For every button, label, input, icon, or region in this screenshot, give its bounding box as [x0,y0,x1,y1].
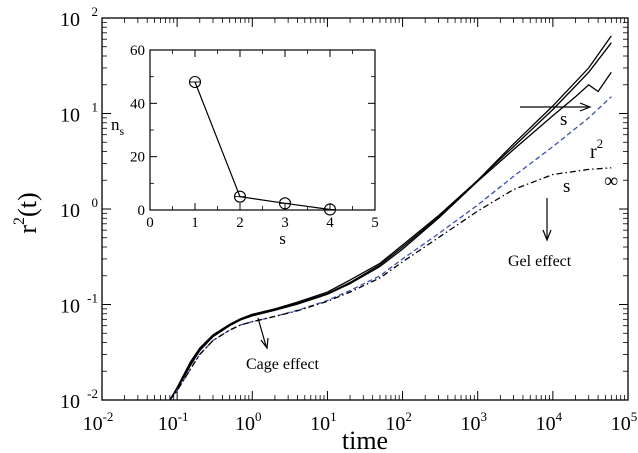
x-tick-label: 103 [460,409,487,435]
series-line-2 [169,42,612,401]
r2-label: r2 [590,136,603,163]
series-line-3 [169,71,612,401]
infinity-label: ∞ [604,170,618,192]
y-tick-label-exp: 2 [92,4,99,19]
x-tick-label: 100 [235,409,261,435]
x-tick-label: 10-2 [83,409,114,435]
inset-y-tick-label: 0 [138,203,146,219]
x-axis-label: time [342,426,388,453]
y-tick-label-exp: 0 [92,195,99,210]
s-label: s [560,109,567,130]
y-tick-label: 10 [60,296,80,318]
y-axis-label: r2(t) [11,192,42,233]
inset-y-tick-label: 40 [130,96,145,112]
arrow-gel-head [542,229,552,242]
inset-y-tick-label: 60 [130,43,145,59]
series-line-5 [169,167,612,401]
x-tick-label: 102 [385,409,412,435]
y-tick-label-exp: 1 [92,100,99,115]
arrow-s-head [579,102,592,112]
s-inf-label: s [563,176,570,197]
inset-x-tick-label: 4 [326,215,334,231]
inset-series-line [194,81,331,211]
inset-x-tick-label: 2 [236,215,244,231]
inset-y-axis-label: ns [111,115,125,138]
gel-effect-label: Gel effect [508,253,572,270]
arrow-cage-head [260,337,269,350]
inset-x-axis-label: s [279,229,286,248]
y-tick-label: 10 [60,391,80,413]
main-annotations: s r2 s ∞ Gel effect Cage effect [246,102,618,373]
main-series-group [169,35,612,401]
x-tick-label: 10-1 [158,409,189,435]
inset-chart: 0 1 2 3 4 5 0 20 40 60 s ns [111,43,379,248]
y-tick-label-exp: -2 [87,386,98,401]
y-tick-label: 10 [60,105,80,127]
inset-frame [149,49,376,211]
y-tick-label: 10 [60,9,80,31]
inset-x-tick-label: 3 [281,215,289,231]
inset-x-tick-label: 0 [146,215,154,231]
x-tick-label: 105 [611,409,638,435]
y-tick-label-exp: -1 [87,291,98,306]
cage-effect-label: Cage effect [246,356,320,373]
inset-y-tick-label: 20 [130,150,145,166]
x-tick-label: 104 [536,409,563,435]
inset-x-tick-label: 5 [371,215,379,231]
series-line-1 [169,35,612,401]
inset-x-tick-label: 1 [191,215,199,231]
x-tick-label: 101 [310,409,337,435]
arrow-cage-shaft [257,317,267,347]
y-tick-label: 10 [60,200,80,222]
